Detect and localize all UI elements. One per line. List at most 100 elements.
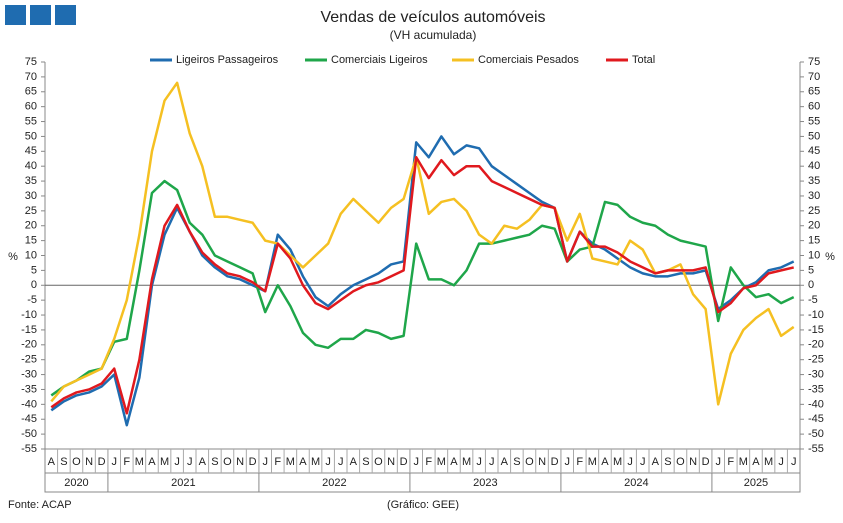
- y2-tick-label: 15: [808, 235, 820, 247]
- y2-tick-label: 70: [808, 71, 820, 83]
- x-tick-label: J: [187, 456, 193, 468]
- credit: (Gráfico: GEE): [387, 499, 459, 511]
- y2-tick-label: -45: [808, 413, 824, 425]
- y-tick-label: -25: [21, 354, 37, 366]
- y2-tick-label: 50: [808, 130, 820, 142]
- y-tick-label: 5: [31, 264, 37, 276]
- y2-tick-label: -50: [808, 428, 824, 440]
- legend-label: Ligeiros Passageiros: [176, 54, 279, 66]
- x-tick-label: O: [223, 456, 232, 468]
- x-tick-label: D: [400, 456, 408, 468]
- y-tick-label: 65: [25, 86, 37, 98]
- x-tick-label: J: [627, 456, 633, 468]
- x-tick-label: M: [588, 456, 597, 468]
- x-tick-label: J: [489, 456, 495, 468]
- x-tick-label: J: [325, 456, 331, 468]
- y2-tick-label: -30: [808, 368, 824, 380]
- x-tick-label: M: [764, 456, 773, 468]
- legend-label: Comerciais Pesados: [478, 54, 579, 66]
- x-tick-label: D: [551, 456, 559, 468]
- y2-tick-label: 30: [808, 190, 820, 202]
- x-tick-label: J: [640, 456, 646, 468]
- y-tick-label: -55: [21, 443, 37, 455]
- year-label: 2024: [624, 477, 648, 489]
- x-tick-label: A: [652, 456, 660, 468]
- y-tick-label: 45: [25, 145, 37, 157]
- logo-square: [30, 5, 51, 25]
- y-tick-label: -10: [21, 309, 37, 321]
- x-tick-label: F: [727, 456, 734, 468]
- x-tick-label: N: [689, 456, 697, 468]
- y-axis-label: %: [825, 251, 835, 263]
- logo-square: [5, 5, 26, 25]
- x-tick-label: M: [311, 456, 320, 468]
- x-tick-label: M: [739, 456, 748, 468]
- x-tick-label: M: [160, 456, 169, 468]
- x-tick-label: N: [387, 456, 395, 468]
- x-tick-label: O: [72, 456, 81, 468]
- y-tick-label: 15: [25, 235, 37, 247]
- x-tick-label: A: [148, 456, 156, 468]
- x-tick-label: A: [450, 456, 458, 468]
- y-tick-label: -35: [21, 383, 37, 395]
- chart-subtitle: (VH acumulada): [390, 28, 477, 42]
- series-line: [50, 135, 795, 427]
- x-tick-label: J: [715, 456, 721, 468]
- x-tick-label: N: [236, 456, 244, 468]
- x-tick-label: M: [613, 456, 622, 468]
- y2-tick-label: -5: [808, 294, 818, 306]
- x-tick-label: F: [123, 456, 130, 468]
- y2-tick-label: -10: [808, 309, 824, 321]
- x-tick-label: J: [111, 456, 117, 468]
- y-tick-label: 55: [25, 115, 37, 127]
- logo-square: [55, 5, 76, 25]
- x-tick-label: A: [350, 456, 358, 468]
- y-tick-label: 10: [25, 249, 37, 261]
- x-tick-label: S: [513, 456, 520, 468]
- y-tick-label: -15: [21, 324, 37, 336]
- x-tick-label: A: [199, 456, 207, 468]
- x-tick-label: M: [462, 456, 471, 468]
- x-tick-label: J: [174, 456, 180, 468]
- y-tick-label: 30: [25, 190, 37, 202]
- year-label: 2020: [64, 477, 88, 489]
- x-tick-label: J: [476, 456, 482, 468]
- y-tick-label: -45: [21, 413, 37, 425]
- y2-tick-label: 45: [808, 145, 820, 157]
- x-tick-label: D: [702, 456, 710, 468]
- x-tick-label: A: [501, 456, 509, 468]
- year-label: 2023: [473, 477, 497, 489]
- y-axis-label: %: [8, 251, 18, 263]
- x-tick-label: S: [211, 456, 218, 468]
- y2-tick-label: 20: [808, 220, 820, 232]
- y2-tick-label: -25: [808, 354, 824, 366]
- y-tick-label: -5: [27, 294, 37, 306]
- y2-tick-label: 10: [808, 249, 820, 261]
- x-tick-label: J: [791, 456, 797, 468]
- source: Fonte: ACAP: [8, 499, 72, 511]
- x-tick-label: A: [752, 456, 760, 468]
- y-tick-label: -40: [21, 398, 37, 410]
- y-tick-label: 35: [25, 175, 37, 187]
- x-tick-label: J: [778, 456, 784, 468]
- x-tick-label: A: [48, 456, 56, 468]
- y-tick-label: -50: [21, 428, 37, 440]
- x-tick-label: J: [413, 456, 419, 468]
- y2-tick-label: 40: [808, 160, 820, 172]
- x-tick-label: J: [262, 456, 268, 468]
- x-tick-label: M: [286, 456, 295, 468]
- y2-tick-label: 5: [808, 264, 814, 276]
- x-tick-label: D: [98, 456, 106, 468]
- y2-tick-label: -15: [808, 324, 824, 336]
- series-line: [50, 179, 795, 397]
- y-tick-label: 20: [25, 220, 37, 232]
- x-tick-label: S: [664, 456, 671, 468]
- x-tick-label: A: [299, 456, 307, 468]
- y-tick-label: -30: [21, 368, 37, 380]
- y2-tick-label: 65: [808, 86, 820, 98]
- y2-tick-label: -35: [808, 383, 824, 395]
- y-tick-label: 60: [25, 101, 37, 113]
- x-tick-label: S: [60, 456, 67, 468]
- y-tick-label: 25: [25, 205, 37, 217]
- y2-tick-label: 35: [808, 175, 820, 187]
